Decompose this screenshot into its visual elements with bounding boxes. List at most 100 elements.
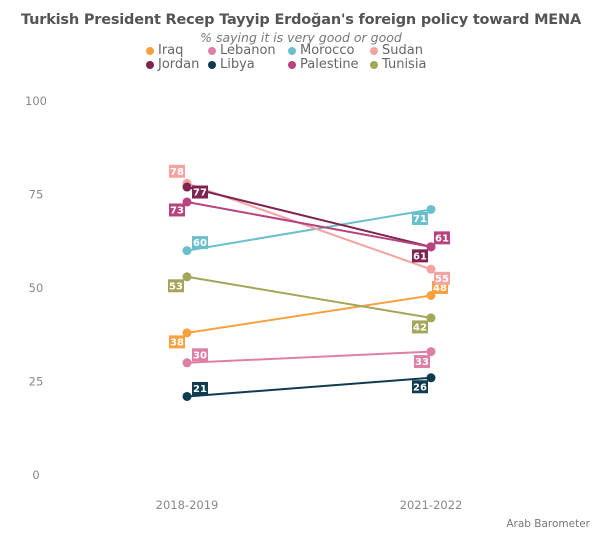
- data-point-morocco: [426, 204, 436, 214]
- data-label-text: 60: [193, 238, 207, 249]
- data-point-tunisia: [426, 313, 436, 323]
- chart-title: Turkish President Recep Tayyip Erdoğan's…: [21, 12, 581, 28]
- data-label-text: 61: [413, 251, 427, 262]
- data-label-text: 30: [193, 350, 207, 361]
- data-label-palestine: 61: [434, 231, 450, 244]
- data-label-text: 61: [435, 233, 449, 244]
- legend-label: Libya: [220, 57, 255, 72]
- data-point-libya: [426, 373, 436, 383]
- data-label-text: 26: [413, 382, 427, 393]
- legend-item-sudan: Sudan: [370, 44, 450, 58]
- data-label-lebanon: 30: [192, 348, 208, 361]
- x-axis: 2018-2019 2021-2022: [156, 498, 463, 512]
- data-point-lebanon: [426, 347, 436, 357]
- data-label-box: [192, 185, 208, 199]
- series-line-tunisia: [186, 275, 432, 319]
- data-label-text: 77: [193, 188, 207, 199]
- data-label-box: [412, 380, 428, 394]
- data-point-libya: [182, 391, 192, 401]
- legend: Iraq Lebanon Morocco Sudan Jordan Libya Pales…: [146, 44, 476, 72]
- data-label-box: [169, 164, 185, 178]
- data-label-sudan: 78: [169, 164, 185, 178]
- legend-row-1: Iraq Lebanon Morocco Sudan: [146, 44, 476, 58]
- legend-label: Tunisia: [382, 57, 427, 72]
- data-point-palestine: [426, 242, 436, 252]
- source-caption: Arab Barometer: [506, 518, 590, 530]
- y-tick-label: 75: [29, 188, 44, 202]
- data-label-text: 78: [170, 167, 184, 178]
- legend-dot-icon: [288, 47, 296, 55]
- data-label-text: 71: [413, 214, 427, 225]
- x-tick-label: 2021-2022: [400, 498, 463, 512]
- y-tick-label: 0: [32, 468, 39, 482]
- data-label-box: [168, 279, 184, 293]
- data-label-jordan: 77: [192, 185, 208, 199]
- data-label-iraq: 38: [169, 335, 185, 348]
- y-tick-label: 100: [25, 94, 47, 108]
- data-label-box: [434, 271, 450, 285]
- data-label-libya: 26: [412, 380, 428, 393]
- data-label-morocco: 60: [192, 236, 208, 249]
- legend-dot-icon: [208, 47, 216, 55]
- legend-item-morocco: Morocco: [288, 44, 370, 58]
- legend-label: Lebanon: [220, 43, 276, 58]
- series-line-lebanon: [186, 350, 432, 364]
- data-label-jordan: 61: [412, 249, 428, 262]
- data-label-box: [192, 381, 208, 395]
- data-label-box: [169, 335, 185, 349]
- series-line-morocco: [186, 208, 432, 252]
- x-tick-label: 2018-2019: [156, 498, 219, 512]
- legend-label: Sudan: [382, 43, 423, 58]
- legend-item-tunisia: Tunisia: [370, 58, 450, 72]
- data-label-lebanon: 33: [414, 355, 430, 368]
- data-label-text: 73: [170, 206, 184, 217]
- legend-dot-icon: [370, 61, 378, 69]
- data-labels: 38 48 30 33 60 71 78 55 77 61 21 26 73 61 53 42: [168, 164, 450, 395]
- series-line-jordan: [186, 186, 432, 248]
- legend-row-2: Jordan Libya Palestine Tunisia: [146, 58, 476, 72]
- data-label-palestine: 73: [169, 203, 185, 217]
- data-label-text: 42: [413, 323, 427, 334]
- data-label-box: [414, 355, 430, 369]
- legend-dot-icon: [146, 61, 154, 69]
- data-label-box: [192, 236, 208, 250]
- y-tick-label: 25: [29, 375, 44, 389]
- data-point-lebanon: [182, 358, 192, 368]
- data-label-box: [169, 203, 185, 217]
- legend-item-iraq: Iraq: [146, 44, 208, 58]
- data-label-text: 48: [433, 283, 447, 294]
- data-label-box: [192, 348, 208, 362]
- data-label-box: [434, 231, 450, 245]
- series-line-palestine: [186, 200, 432, 248]
- legend-label: Jordan: [158, 57, 200, 72]
- series-line-iraq: [186, 294, 432, 334]
- data-point-tunisia: [182, 272, 192, 282]
- legend-dot-icon: [370, 47, 378, 55]
- legend-dot-icon: [146, 47, 154, 55]
- data-label-morocco: 71: [412, 211, 428, 225]
- series-points: [182, 178, 436, 401]
- y-tick-label: 50: [29, 281, 44, 295]
- data-point-jordan: [182, 182, 192, 192]
- legend-dot-icon: [208, 61, 216, 69]
- legend-label: Palestine: [300, 57, 359, 72]
- data-point-iraq: [182, 328, 192, 338]
- chart-subtitle: % saying it is very good or good: [200, 30, 402, 45]
- legend-dot-icon: [288, 61, 296, 69]
- y-axis: 0 25 50 75 100: [25, 94, 47, 482]
- data-label-libya: 21: [192, 381, 208, 395]
- data-label-tunisia: 42: [412, 320, 428, 334]
- data-label-box: [412, 211, 428, 225]
- data-label-tunisia: 53: [168, 279, 184, 292]
- legend-item-jordan: Jordan: [146, 58, 208, 72]
- legend-label: Iraq: [158, 43, 184, 58]
- data-label-text: 55: [435, 274, 449, 285]
- data-label-sudan: 55: [434, 271, 450, 285]
- data-label-text: 21: [193, 384, 207, 395]
- series-line-libya: [186, 376, 432, 398]
- data-point-sudan: [426, 264, 436, 274]
- legend-item-lebanon: Lebanon: [208, 44, 288, 58]
- legend-item-libya: Libya: [208, 58, 288, 72]
- legend-label: Morocco: [300, 43, 355, 58]
